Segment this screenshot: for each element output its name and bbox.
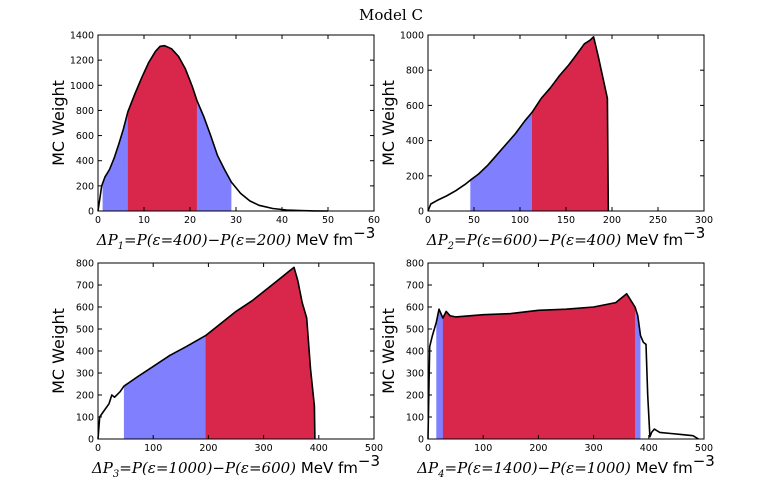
x-tick-label: 20 [184, 215, 196, 226]
y-tick-label: 0 [88, 435, 94, 446]
distribution-curve [427, 36, 610, 212]
y-tick-label: 0 [88, 207, 94, 218]
x-axis-label: ΔP1=P(ε=400)−P(ε=200) MeV fm−3 [96, 224, 376, 252]
distribution-curve [427, 293, 699, 440]
y-tick-label: 100 [76, 413, 94, 424]
x-tick-label: 100 [474, 443, 492, 454]
x-tick-label: 200 [603, 215, 621, 226]
y-tick-label: 1000 [70, 81, 94, 92]
y-tick-label: 600 [76, 131, 94, 142]
chart-panel-4: 0 100 200 300 400 500 0 100 200 300 400 500 600 700 80… [379, 259, 715, 481]
x-tick-label: 50 [468, 215, 480, 226]
x-axis-label: ΔP4=P(ε=1400)−P(ε=1000) MeV fm−3 [416, 452, 715, 480]
x-tick-label: 10 [138, 215, 150, 226]
y-axis-label: MC Weight [49, 80, 68, 166]
x-tick-label: 0 [95, 215, 101, 226]
x-tick-label: 100 [511, 215, 529, 226]
distribution-curve [97, 44, 329, 212]
credible-band-inner [127, 45, 197, 212]
y-tick-label: 1000 [400, 31, 424, 42]
x-tick-label: 150 [557, 215, 575, 226]
y-tick-label: 500 [76, 325, 94, 336]
x-axis-label: ΔP2=P(ε=600)−P(ε=400) MeV fm−3 [426, 224, 706, 252]
chart-panel-3: 0 100 200 300 400 500 0 100 200 300 400 500 600 700 80… [49, 259, 383, 481]
y-tick-label: 1200 [70, 56, 94, 67]
y-tick-label: 100 [406, 413, 424, 424]
y-tick-label: 600 [406, 303, 424, 314]
x-tick-label: 500 [695, 443, 713, 454]
y-tick-label: 600 [76, 303, 94, 314]
y-tick-label: 400 [406, 347, 424, 358]
x-tick-label: 0 [425, 443, 431, 454]
y-tick-label: 0 [418, 207, 424, 218]
y-tick-label: 200 [76, 181, 94, 192]
y-tick-label: 400 [76, 156, 94, 167]
y-tick-label: 700 [76, 281, 94, 292]
y-tick-label: 800 [76, 106, 94, 117]
x-tick-label: 60 [368, 215, 380, 226]
x-tick-label: 400 [640, 443, 658, 454]
x-tick-label: 40 [276, 215, 288, 226]
y-tick-label: 1400 [70, 31, 94, 42]
x-tick-label: 50 [322, 215, 334, 226]
distribution-curve [97, 266, 316, 440]
x-tick-label: 0 [425, 215, 431, 226]
y-tick-label: 400 [406, 136, 424, 147]
chart-panel-1: 0 10 20 30 40 50 600200400600800100012001400MC… [49, 31, 380, 253]
y-tick-label: 800 [406, 66, 424, 77]
x-tick-label: 100 [144, 443, 162, 454]
y-tick-label: 200 [76, 391, 94, 402]
x-tick-label: 0 [95, 443, 101, 454]
x-tick-label: 300 [585, 443, 603, 454]
y-tick-label: 600 [406, 101, 424, 112]
x-tick-label: 200 [529, 443, 547, 454]
x-axis-label: ΔP3=P(ε=1000)−P(ε=600) MeV fm−3 [91, 452, 380, 480]
y-axis-label: MC Weight [379, 80, 398, 166]
x-tick-label: 200 [199, 443, 217, 454]
y-tick-label: 0 [418, 435, 424, 446]
y-tick-label: 800 [406, 259, 424, 270]
y-tick-label: 800 [76, 259, 94, 270]
x-tick-label: 500 [365, 443, 383, 454]
y-tick-label: 300 [406, 369, 424, 380]
y-axis-label: MC Weight [379, 308, 398, 394]
x-tick-label: 30 [230, 215, 242, 226]
x-tick-label: 400 [310, 443, 328, 454]
y-tick-label: 400 [76, 347, 94, 358]
x-tick-label: 250 [649, 215, 667, 226]
y-tick-label: 300 [76, 369, 94, 380]
y-axis-label: MC Weight [49, 308, 68, 394]
x-tick-label: 300 [695, 215, 713, 226]
credible-band-inner [205, 267, 315, 439]
x-tick-label: 300 [255, 443, 273, 454]
credible-band-inner [532, 36, 608, 211]
chart-panel-2: 0 50 100 150 200 250 300 0 200 400 600 800 1000 MC We… [379, 31, 713, 253]
credible-band-inner [442, 293, 635, 439]
y-tick-label: 200 [406, 391, 424, 402]
y-tick-label: 700 [406, 281, 424, 292]
y-tick-label: 200 [406, 171, 424, 182]
y-tick-label: 500 [406, 325, 424, 336]
figure-title: Model C [359, 6, 423, 24]
